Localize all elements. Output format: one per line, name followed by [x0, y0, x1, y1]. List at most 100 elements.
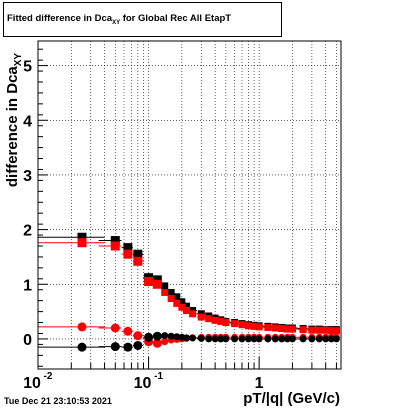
data-series [38, 232, 340, 352]
y-tick-label: 4 [23, 113, 32, 130]
y-tick-label: 0 [23, 332, 32, 349]
data-point [205, 315, 213, 323]
timestamp: Tue Dec 21 23:10:53 2021 [4, 396, 112, 406]
data-point [182, 307, 190, 315]
data-point [308, 326, 316, 334]
data-point [182, 334, 190, 342]
data-point [244, 335, 252, 343]
data-point [238, 335, 246, 343]
data-point [255, 323, 263, 331]
data-point [161, 288, 169, 296]
data-point [197, 334, 205, 342]
data-point [250, 335, 258, 343]
x-tick-label: 10 [23, 375, 41, 392]
data-point [315, 335, 323, 343]
data-point [211, 316, 219, 324]
data-point [189, 334, 197, 342]
data-point [278, 335, 286, 343]
data-point [299, 326, 307, 334]
chart-title: Fitted difference in DcaXY for Global Re… [7, 13, 232, 26]
data-point [222, 319, 230, 327]
y-tick-label: 3 [23, 168, 32, 185]
data-point [77, 232, 87, 242]
data-point [217, 317, 225, 325]
data-point [288, 335, 296, 343]
data-point [271, 335, 279, 343]
data-point [322, 335, 330, 343]
data-point [77, 342, 87, 352]
data-point [77, 322, 87, 332]
data-point [152, 338, 162, 348]
data-point [189, 310, 197, 318]
data-point [283, 325, 291, 333]
data-point [222, 335, 230, 343]
data-point [211, 335, 219, 343]
data-point [231, 335, 239, 343]
series-1 [38, 238, 340, 335]
data-point [110, 342, 120, 352]
data-point [299, 335, 307, 343]
data-point [167, 332, 175, 340]
data-point [197, 313, 205, 321]
data-point [231, 320, 239, 328]
data-point [205, 335, 213, 343]
data-point [322, 326, 330, 334]
data-point [250, 322, 258, 330]
data-point [178, 303, 186, 311]
data-point [161, 282, 169, 290]
data-point [264, 323, 272, 331]
data-point [332, 327, 340, 335]
data-point [238, 321, 246, 329]
y-tick-label: 2 [23, 223, 32, 240]
data-point [173, 299, 181, 307]
x-tick-label: 10 [134, 375, 152, 392]
data-point [110, 323, 120, 333]
data-point [327, 327, 335, 335]
data-point [244, 322, 252, 330]
data-point [271, 324, 279, 332]
data-point [133, 256, 143, 266]
data-point [152, 279, 162, 289]
data-point [161, 338, 169, 346]
data-point [327, 335, 335, 343]
grid [37, 41, 341, 369]
data-point [283, 335, 291, 343]
data-point [264, 335, 272, 343]
data-point [133, 331, 143, 341]
data-point [182, 302, 190, 310]
data-point [133, 249, 143, 259]
x-tick-label-exponent: -2 [44, 371, 53, 382]
data-point [144, 277, 154, 287]
data-point [173, 293, 181, 301]
data-point [167, 294, 175, 302]
data-point [110, 236, 120, 246]
data-point [152, 331, 162, 341]
data-point [178, 298, 186, 306]
y-axis-label: difference in DcaXY [4, 52, 25, 188]
x-tick-label: 1 [255, 375, 264, 392]
series-3 [38, 331, 340, 352]
data-point [278, 325, 286, 333]
data-point [315, 326, 323, 334]
data-point [173, 333, 181, 341]
data-point [167, 288, 175, 296]
y-tick-label: 1 [23, 277, 32, 294]
chart-title-box: Fitted difference in DcaXY for Global Re… [3, 2, 282, 37]
data-point [255, 335, 263, 343]
data-point [123, 326, 133, 336]
data-point [77, 238, 87, 248]
data-point [133, 340, 143, 350]
data-point [332, 335, 340, 343]
data-point [123, 249, 133, 259]
data-point [110, 241, 120, 251]
data-point [161, 332, 169, 340]
data-point [217, 335, 225, 343]
data-point [144, 332, 154, 342]
data-point [308, 335, 316, 343]
x-tick-label-exponent: -1 [154, 371, 163, 382]
x-axis-label: pT/|q| (GeV/c) [243, 390, 340, 407]
data-point [288, 325, 296, 333]
data-point [123, 342, 133, 352]
